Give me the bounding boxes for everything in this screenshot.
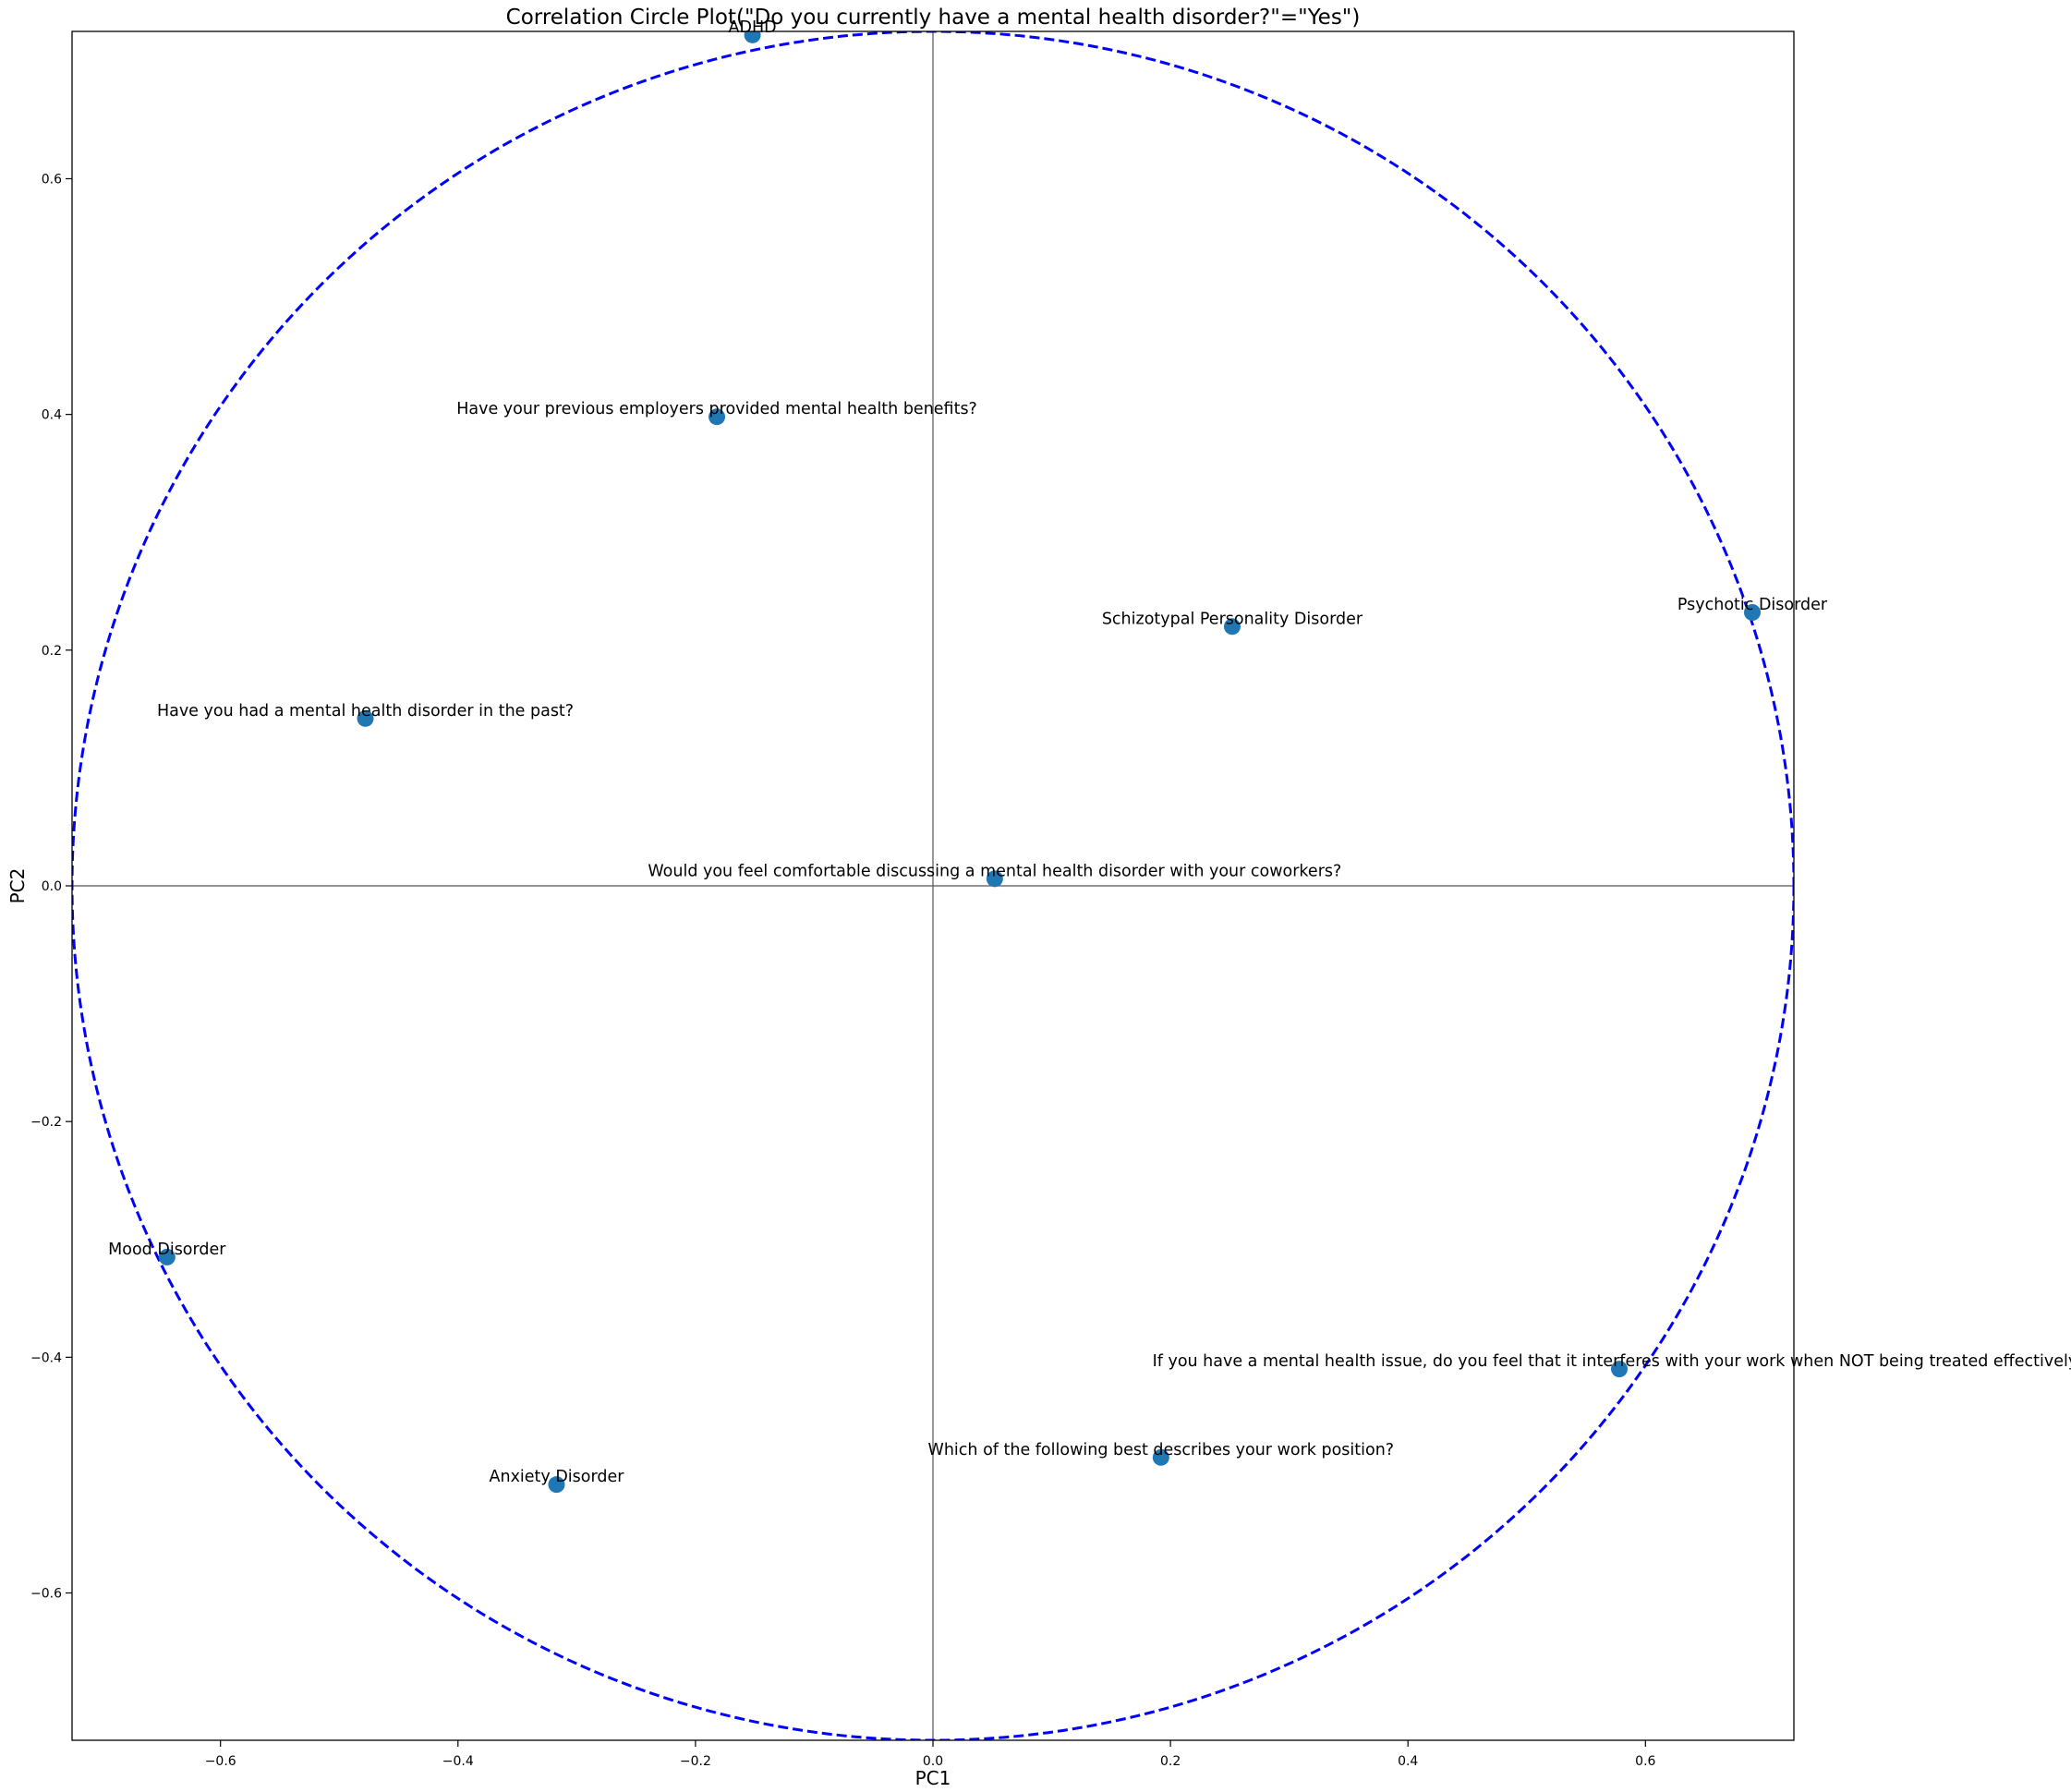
point-label: Mood Disorder <box>108 1241 226 1259</box>
scatter-point <box>1152 1448 1169 1466</box>
scatter-point <box>1223 618 1241 636</box>
x-axis-label: PC1 <box>915 1767 951 1789</box>
point-labels: ADHD Have your previous employers provide… <box>108 18 2071 1486</box>
point-label: Schizotypal Personality Disorder <box>1102 610 1363 628</box>
y-tick-label: −0.4 <box>30 1350 62 1365</box>
point-label: Have your previous employers provided me… <box>456 400 977 418</box>
y-tick-label: 0.2 <box>42 644 62 659</box>
scatter-point <box>744 31 761 43</box>
scatter-point <box>548 1476 565 1494</box>
y-tick-label: 0.6 <box>42 172 62 187</box>
x-tick-label: −0.6 <box>205 1754 236 1769</box>
x-tick-label: 0.4 <box>1398 1754 1418 1769</box>
x-tick-label: 0.0 <box>923 1754 943 1769</box>
y-tick-label: 0.4 <box>42 408 62 423</box>
scatter-point <box>158 1248 176 1265</box>
point-label: Have you had a mental health disorder in… <box>157 702 574 720</box>
x-axis-ticks: −0.6 −0.4 −0.2 0.0 0.2 0.4 0.6 <box>205 1740 1656 1769</box>
scatter-point <box>357 709 374 727</box>
scatter-point <box>708 408 726 426</box>
scatter-point <box>1611 1361 1629 1378</box>
plot-area <box>72 31 1794 1740</box>
y-tick-label: −0.6 <box>30 1587 62 1602</box>
point-label: Anxiety Disorder <box>490 1468 625 1486</box>
y-tick-label: −0.2 <box>30 1115 62 1130</box>
y-axis-label: PC2 <box>6 868 29 904</box>
x-tick-label: 0.2 <box>1160 1754 1181 1769</box>
point-label: ADHD <box>729 18 777 37</box>
x-tick-label: 0.6 <box>1635 1754 1655 1769</box>
point-label: If you have a mental health issue, do yo… <box>1153 1352 2071 1371</box>
point-label: Which of the following best describes yo… <box>928 1441 1395 1459</box>
y-tick-label: 0.0 <box>42 879 62 894</box>
scatter-point <box>986 870 1003 888</box>
scatter-point <box>1744 604 1762 621</box>
point-label: Would you feel comfortable discussing a … <box>648 862 1341 880</box>
x-tick-label: −0.2 <box>680 1754 711 1769</box>
x-tick-label: −0.4 <box>442 1754 474 1769</box>
y-axis-ticks: −0.6 −0.4 −0.2 0.0 0.2 0.4 0.6 <box>30 172 72 1602</box>
chart-title: Correlation Circle Plot("Do you currentl… <box>506 6 1361 30</box>
point-label: Psychotic Disorder <box>1677 596 1828 614</box>
